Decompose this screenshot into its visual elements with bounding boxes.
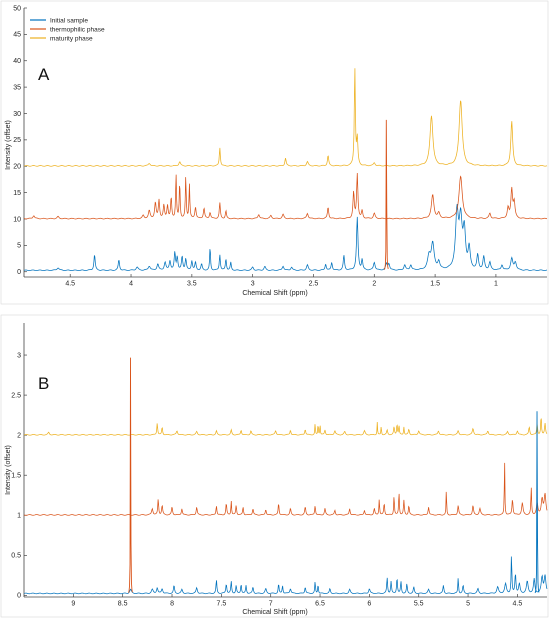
- panel-a-y-tick-label: 15: [13, 190, 21, 197]
- panel-a-y-axis-label: Intensity (offset): [5, 120, 12, 170]
- panel-a-y-tick-label: 25: [13, 137, 21, 144]
- panel-b-series-maturity-phase: [23, 418, 548, 436]
- panel-b-series: [23, 358, 548, 596]
- panel-b-series-thermophilic-phase: [23, 462, 548, 516]
- panel-b-x-tick-label: 5: [466, 601, 470, 608]
- panel-b-y-axis-label: Intensity (offset): [5, 445, 12, 495]
- panel-b-x-tick-label: 4.5: [513, 601, 523, 608]
- panel-b-x-tick-label: 8.5: [118, 601, 128, 608]
- legend: Initial sample thermophilic phase maturi…: [30, 17, 105, 42]
- panel-a: 0 5 10 15 20 25 30 35 40 45 50 4.5 4 3.5 3 2.5 2 1.5 1 A I…: [0, 0, 549, 305]
- panel-b-x-tick-label: 7.5: [216, 601, 226, 608]
- panel-a-x-tick-label: 2.5: [309, 281, 319, 288]
- panel-a-series-initial-sample: [23, 204, 548, 272]
- panel-a-x-tick-label: 3.5: [187, 281, 197, 288]
- panel-a-y-tick-label: 35: [13, 84, 21, 91]
- panel-b-axes: 0 0.5 1 1.5 2 2.5 3 9 8.5 8 7.5 7 6.5 6 5.5 5 4.5: [11, 323, 547, 608]
- panel-b-x-axis-label: Chemical Shift (ppm): [242, 609, 307, 616]
- panel-a-axes: 0 5 10 15 20 25 30 35 40 45 50 4.5 4 3.5 3 2.5 2 1.5 1: [13, 5, 547, 288]
- panel-a-x-axis-label: Chemical Shift (ppm): [242, 290, 307, 297]
- panel-a-y-tick-label: 45: [13, 32, 21, 39]
- panel-b-series-initial-sample: [23, 556, 548, 595]
- panel-a-x-tick-label: 2: [372, 281, 376, 288]
- panel-b-x-tick-label: 8: [170, 601, 174, 608]
- panel-a-series-thermophilic-phase: [23, 172, 548, 220]
- panel-b: 0 0.5 1 1.5 2 2.5 3 9 8.5 8 7.5 7 6.5 6 5.5 5 4.5 B Chem…: [0, 314, 549, 618]
- panel-a-y-tick-label: 5: [17, 243, 21, 250]
- panel-a-series-maturity-phase: [23, 68, 548, 167]
- panel-b-frame: [0, 314, 549, 618]
- panel-a-x-tick-label: 4.5: [65, 281, 75, 288]
- panel-b-y-tick-label: 1: [17, 513, 21, 520]
- panel-a-series: [23, 68, 548, 272]
- panel-b-x-tick-label: 7: [269, 601, 273, 608]
- panel-b-y-tick-label: 2.5: [11, 392, 21, 399]
- panel-b-y-tick-label: 1.5: [11, 473, 21, 480]
- panel-a-y-tick-label: 50: [13, 5, 21, 12]
- panel-a-y-tick-label: 30: [13, 111, 21, 118]
- panel-a-y-tick-label: 40: [13, 58, 21, 65]
- panel-a-y-tick-label: 20: [13, 164, 21, 171]
- panel-a-y-tick-label: 0: [17, 269, 21, 276]
- panel-b-x-tick-label: 6: [367, 601, 371, 608]
- panel-b-y-tick-label: 0.5: [11, 553, 21, 560]
- panel-a-x-tick-label: 1: [494, 281, 498, 288]
- panel-b-y-tick-label: 0: [17, 593, 21, 600]
- legend-initial-sample: Initial sample: [50, 17, 88, 24]
- panel-a-x-tick-label: 3: [251, 281, 255, 288]
- panel-a-frame: [0, 0, 549, 305]
- panel-b-x-tick-label: 9: [71, 601, 75, 608]
- panel-a-label: A: [38, 65, 50, 84]
- legend-maturity-phase: maturity phase: [50, 35, 93, 42]
- panel-a-series-spike-3: [384, 120, 547, 272]
- panel-b-y-tick-label: 2: [17, 432, 21, 439]
- legend-thermophilic-phase: thermophilic phase: [50, 26, 105, 33]
- panel-a-y-tick-label: 10: [13, 216, 21, 223]
- panel-b-x-tick-label: 6.5: [315, 601, 325, 608]
- panel-b-y-tick-label: 3: [17, 352, 21, 359]
- panel-b-label: B: [38, 374, 49, 393]
- panel-a-x-tick-label: 1.5: [430, 281, 440, 288]
- panel-a-x-tick-label: 4: [129, 281, 133, 288]
- panel-b-series-spike-3: [129, 358, 547, 596]
- panel-b-x-tick-label: 5.5: [414, 601, 424, 608]
